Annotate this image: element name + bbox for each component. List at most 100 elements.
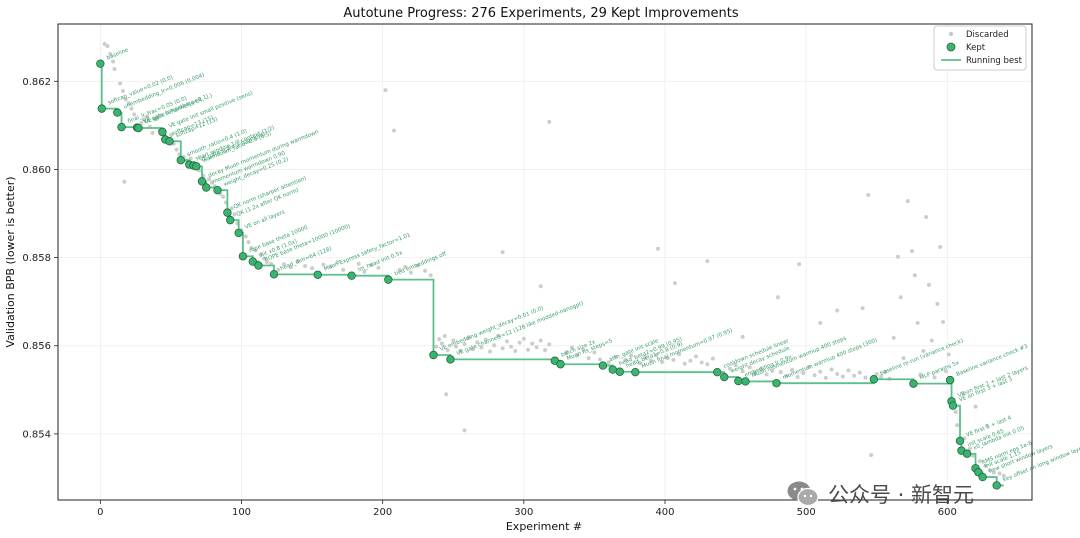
discarded-point (122, 179, 127, 184)
discarded-point (538, 284, 543, 289)
legend-running-best-label: Running best (966, 56, 1023, 66)
discarded-point (513, 349, 518, 354)
y-axis-label: Validation BPB (lower is better) (4, 176, 17, 347)
discarded-point (883, 369, 888, 374)
discarded-point (439, 341, 444, 346)
discarded-point (129, 106, 134, 111)
kept-point (869, 375, 879, 384)
discarded-point (983, 463, 988, 468)
discarded-point (623, 357, 628, 362)
y-tick-label: 0.856 (22, 341, 51, 352)
discarded-point (521, 336, 526, 341)
kept-point (384, 275, 393, 284)
kept-points (96, 59, 1001, 490)
discarded-point (733, 363, 738, 368)
discarded-point (581, 347, 586, 352)
discarded-point (795, 375, 800, 380)
discarded-point (335, 260, 340, 264)
axis-ticks: 0 100 200 300 400 500 600 0.854 0.856 0.858 0.860 0… (22, 77, 956, 518)
discarded-point (901, 356, 906, 361)
discarded-point (938, 245, 943, 250)
discarded-point (984, 423, 989, 428)
kept-point (254, 261, 263, 270)
discarded-point (403, 264, 408, 269)
discarded-point (295, 259, 300, 264)
discarded-point (397, 267, 402, 272)
x-tick-label: 400 (655, 507, 674, 518)
kept-point (134, 123, 143, 133)
kept-point (248, 257, 257, 266)
discarded-point (891, 335, 896, 340)
discarded-point (770, 368, 775, 373)
discarded-point (466, 335, 471, 340)
discarded-point (946, 352, 951, 357)
discarded-point (154, 116, 159, 121)
discarded-points (102, 41, 1006, 478)
discarded-point (613, 354, 618, 359)
kept-point (992, 481, 1001, 490)
legend-discarded-marker (948, 31, 954, 37)
discarded-point (671, 357, 676, 362)
discarded-point (471, 347, 476, 352)
discarded-point (264, 260, 269, 264)
discarded-point (991, 470, 996, 475)
discarded-point (932, 375, 937, 380)
discarded-point (207, 177, 212, 182)
discarded-point (973, 404, 978, 409)
discarded-point (526, 347, 531, 352)
discarded-point (688, 358, 693, 363)
discarded-point (637, 360, 642, 365)
kept-point (772, 379, 781, 388)
discarded-point (705, 259, 710, 264)
discarded-point (874, 371, 879, 376)
discarded-point (126, 101, 131, 106)
discarded-point (863, 375, 868, 380)
kept-point (615, 367, 625, 376)
discarded-point (442, 334, 447, 339)
discarded-point (281, 262, 286, 267)
discarded-point (775, 295, 780, 300)
discarded-point (118, 81, 123, 86)
watermark: 公众号 · 新智元 (786, 476, 974, 512)
discarded-point (232, 212, 237, 217)
discarded-point (538, 338, 543, 343)
kept-point (429, 350, 438, 360)
x-axis-label: Experiment # (506, 520, 582, 533)
discarded-point (598, 357, 603, 362)
discarded-point (727, 366, 732, 371)
kept-point (631, 367, 640, 377)
discarded-point (823, 375, 828, 380)
kept-point (962, 449, 972, 458)
discarded-point (912, 273, 917, 278)
discarded-point (462, 341, 467, 346)
kept-point (313, 270, 322, 279)
x-tick-label: 600 (938, 507, 957, 518)
discarded-point (451, 338, 456, 343)
kept-point (117, 122, 126, 132)
discarded-point (764, 372, 769, 377)
discarded-point (376, 265, 381, 270)
discarded-point (543, 348, 547, 353)
discarded-point (840, 374, 845, 379)
discarded-point (955, 423, 960, 428)
discarded-point (812, 373, 817, 378)
discarded-point (801, 371, 806, 376)
discarded-point (504, 339, 509, 344)
y-tick-label: 0.858 (22, 253, 51, 264)
discarded-point (564, 350, 569, 355)
discarded-point (383, 88, 388, 93)
discarded-point (987, 468, 992, 473)
legend-kept-label: Kept (966, 43, 986, 53)
discarded-point (428, 273, 433, 278)
discarded-point (740, 334, 745, 339)
discarded-point (660, 360, 665, 365)
y-tick-label: 0.854 (22, 429, 51, 440)
kept-point (96, 59, 105, 68)
kept-point (955, 436, 965, 446)
discarded-point (168, 133, 173, 138)
discarded-point (753, 371, 758, 376)
kept-point (213, 185, 222, 195)
discarded-point (112, 66, 117, 71)
discarded-point (924, 215, 929, 220)
legend-box (933, 25, 1027, 71)
